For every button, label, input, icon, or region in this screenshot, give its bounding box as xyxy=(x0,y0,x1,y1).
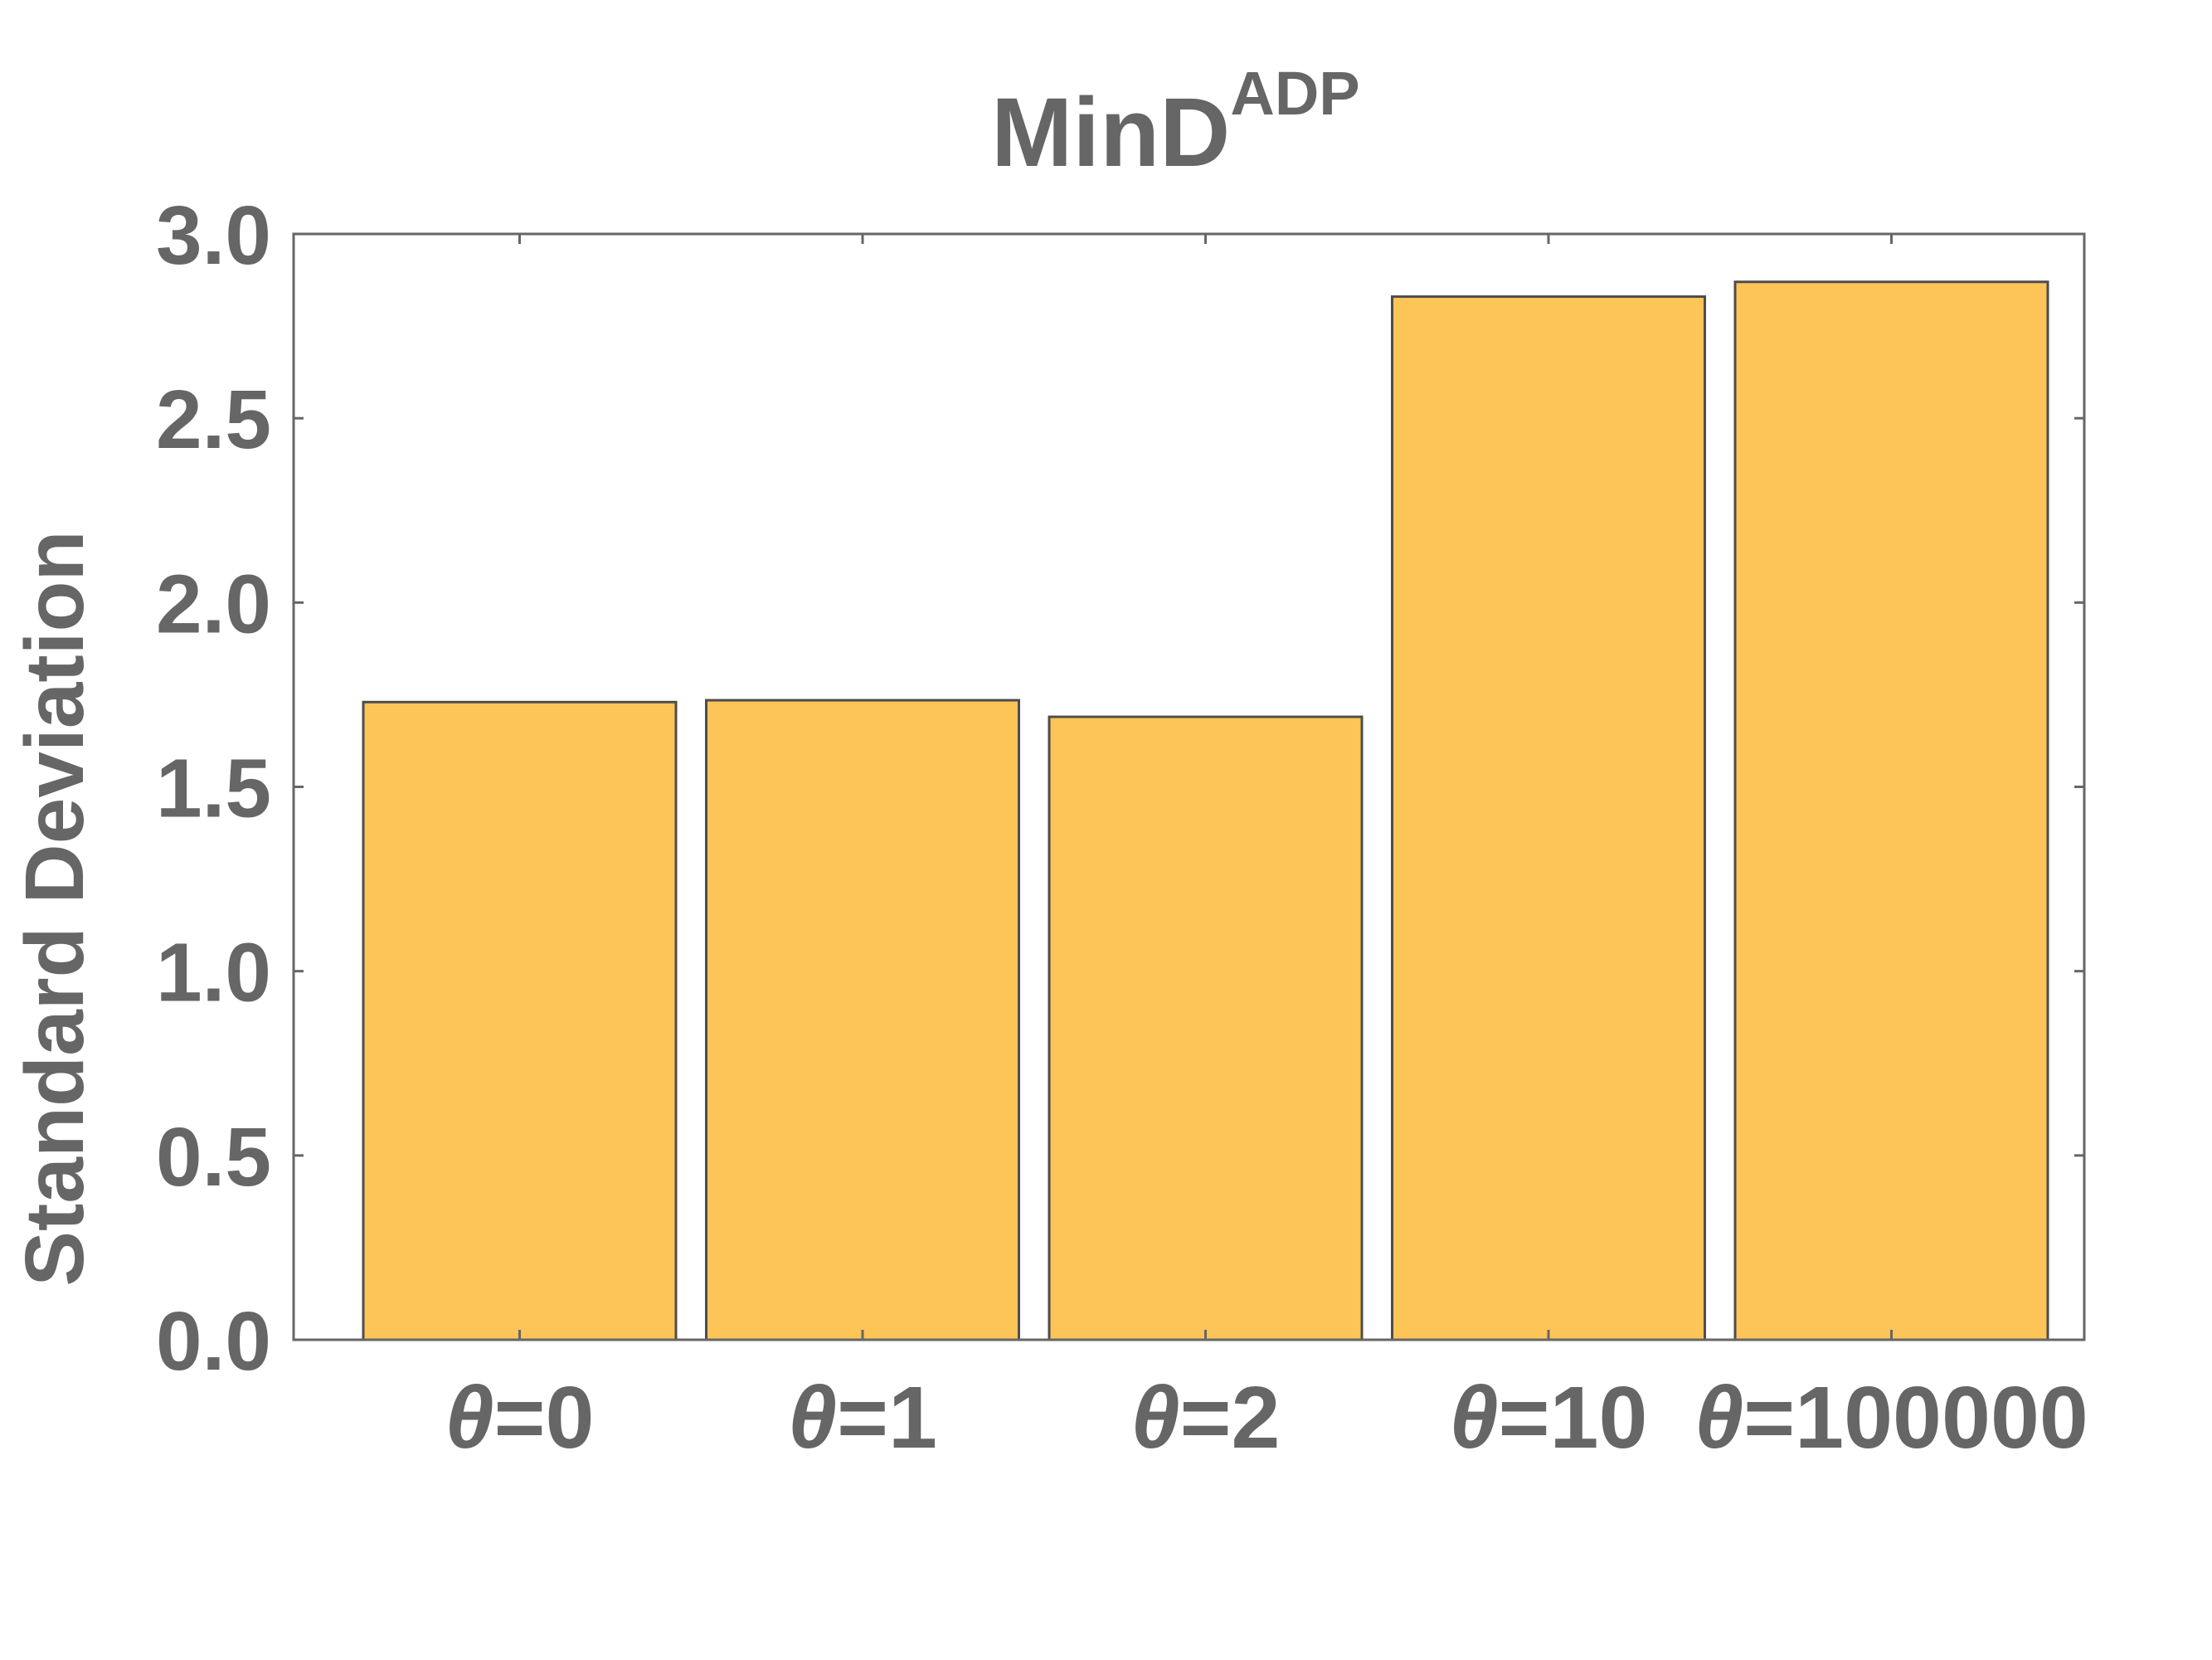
x-tick-label-value: =100000 xyxy=(1743,1369,2088,1467)
x-tick-label-value: =1 xyxy=(837,1369,937,1467)
plot-frame xyxy=(292,232,2086,1341)
bar xyxy=(1391,295,1706,1341)
x-tick-label: θ=0 xyxy=(445,1369,595,1467)
x-tick-label: θ=2 xyxy=(1131,1369,1281,1467)
x-tick-label-value: =2 xyxy=(1180,1369,1281,1467)
y-ticks-group: 0.0 0.5 1.0 1.5 2.0 2.5 3.0 xyxy=(156,189,2084,1388)
y-tick-label: 0.5 xyxy=(156,1111,271,1204)
x-tick-label-value: =0 xyxy=(494,1369,595,1467)
bars-group xyxy=(362,280,2049,1341)
bar xyxy=(1733,280,2049,1341)
y-tick-label: 0.0 xyxy=(156,1295,271,1388)
y-tick-label: 1.5 xyxy=(156,742,271,835)
chart-title-main: MinD xyxy=(991,78,1230,187)
bar xyxy=(705,699,1020,1341)
y-tick-label: 2.5 xyxy=(156,373,271,466)
x-tick-label: θ=100000 xyxy=(1694,1369,2088,1467)
x-tick-label-symbol: θ xyxy=(1450,1369,1499,1467)
x-ticks-group: θ=0 θ=1 θ=2 θ=10 θ=100000 xyxy=(445,234,2088,1467)
bar xyxy=(1048,715,1364,1341)
x-tick-label-symbol: θ xyxy=(788,1369,837,1467)
x-tick-label-symbol: θ xyxy=(1694,1369,1743,1467)
chart-title-superscript: ADP xyxy=(1230,59,1359,128)
x-tick-label-symbol: θ xyxy=(1131,1369,1180,1467)
x-tick-label: θ=1 xyxy=(788,1369,937,1467)
y-tick-label: 1.0 xyxy=(156,927,271,1020)
y-tick-label: 3.0 xyxy=(156,189,271,282)
chart-title: MinDADP xyxy=(991,59,1360,187)
x-tick-label: θ=10 xyxy=(1450,1369,1648,1467)
y-axis-title: Standard Deviation xyxy=(8,530,101,1286)
x-tick-label-symbol: θ xyxy=(445,1369,494,1467)
x-tick-label-value: =10 xyxy=(1499,1369,1648,1467)
y-tick-label: 2.0 xyxy=(156,557,271,650)
bar xyxy=(362,700,678,1341)
